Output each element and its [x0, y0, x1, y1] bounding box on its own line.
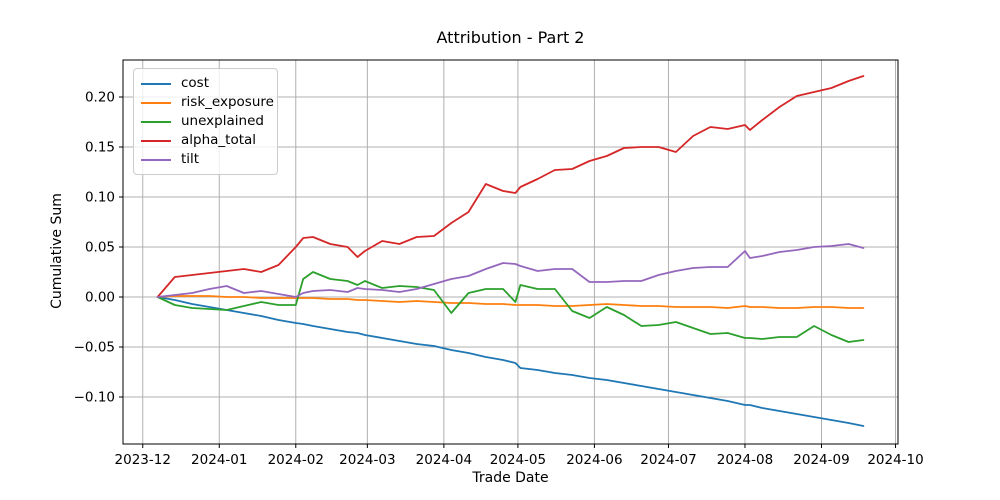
- x-axis-label: Trade Date: [472, 470, 549, 486]
- legend-label-unexplained: unexplained: [181, 113, 264, 129]
- legend-swatch-tilt: [141, 158, 171, 161]
- legend-label-tilt: tilt: [181, 151, 200, 167]
- x-tick-label: 2024-04: [416, 452, 472, 468]
- series-line-tilt: [156, 243, 865, 298]
- x-tick-label: 2024-02: [268, 452, 324, 468]
- x-tick-label: 2024-09: [793, 452, 849, 468]
- y-tick-label: 0.20: [85, 90, 115, 106]
- series-line-alpha_total: [156, 75, 865, 298]
- legend-swatch-risk_exposure: [141, 101, 171, 104]
- x-tick-label: 2024-01: [191, 452, 247, 468]
- x-tick-label: 2024-08: [717, 452, 773, 468]
- y-tick-label: −0.05: [74, 340, 115, 356]
- legend-swatch-alpha_total: [141, 139, 171, 142]
- x-tick-label: 2024-10: [867, 452, 923, 468]
- legend-swatch-unexplained: [141, 120, 171, 123]
- y-tick-label: 0.15: [85, 140, 115, 156]
- x-tick-label: 2023-12: [115, 452, 171, 468]
- series-line-risk_exposure: [156, 295, 865, 309]
- chart-title: Attribution - Part 2: [436, 28, 585, 47]
- y-tick-label: 0.00: [85, 290, 115, 306]
- legend-item-risk_exposure: risk_exposure: [139, 93, 274, 112]
- series-line-cost: [156, 296, 865, 427]
- legend-label-cost: cost: [181, 75, 210, 91]
- y-tick-label: 0.10: [85, 190, 115, 206]
- x-tick-label: 2024-06: [566, 452, 622, 468]
- legend-label-risk_exposure: risk_exposure: [181, 94, 274, 110]
- plot-border: [122, 59, 899, 445]
- legend-label-alpha_total: alpha_total: [181, 132, 257, 148]
- legend-item-tilt: tilt: [139, 150, 269, 169]
- y-tick-label: 0.05: [85, 240, 115, 256]
- legend-swatch-cost: [141, 82, 171, 85]
- legend-item-unexplained: unexplained: [139, 112, 269, 131]
- x-tick-label: 2024-05: [490, 452, 546, 468]
- series-line-unexplained: [156, 271, 865, 343]
- x-tick-label: 2024-03: [339, 452, 395, 468]
- y-tick-label: −0.10: [74, 390, 115, 406]
- x-tick-label: 2024-07: [640, 452, 696, 468]
- legend-item-cost: cost: [139, 74, 269, 93]
- legend-item-alpha_total: alpha_total: [139, 131, 269, 150]
